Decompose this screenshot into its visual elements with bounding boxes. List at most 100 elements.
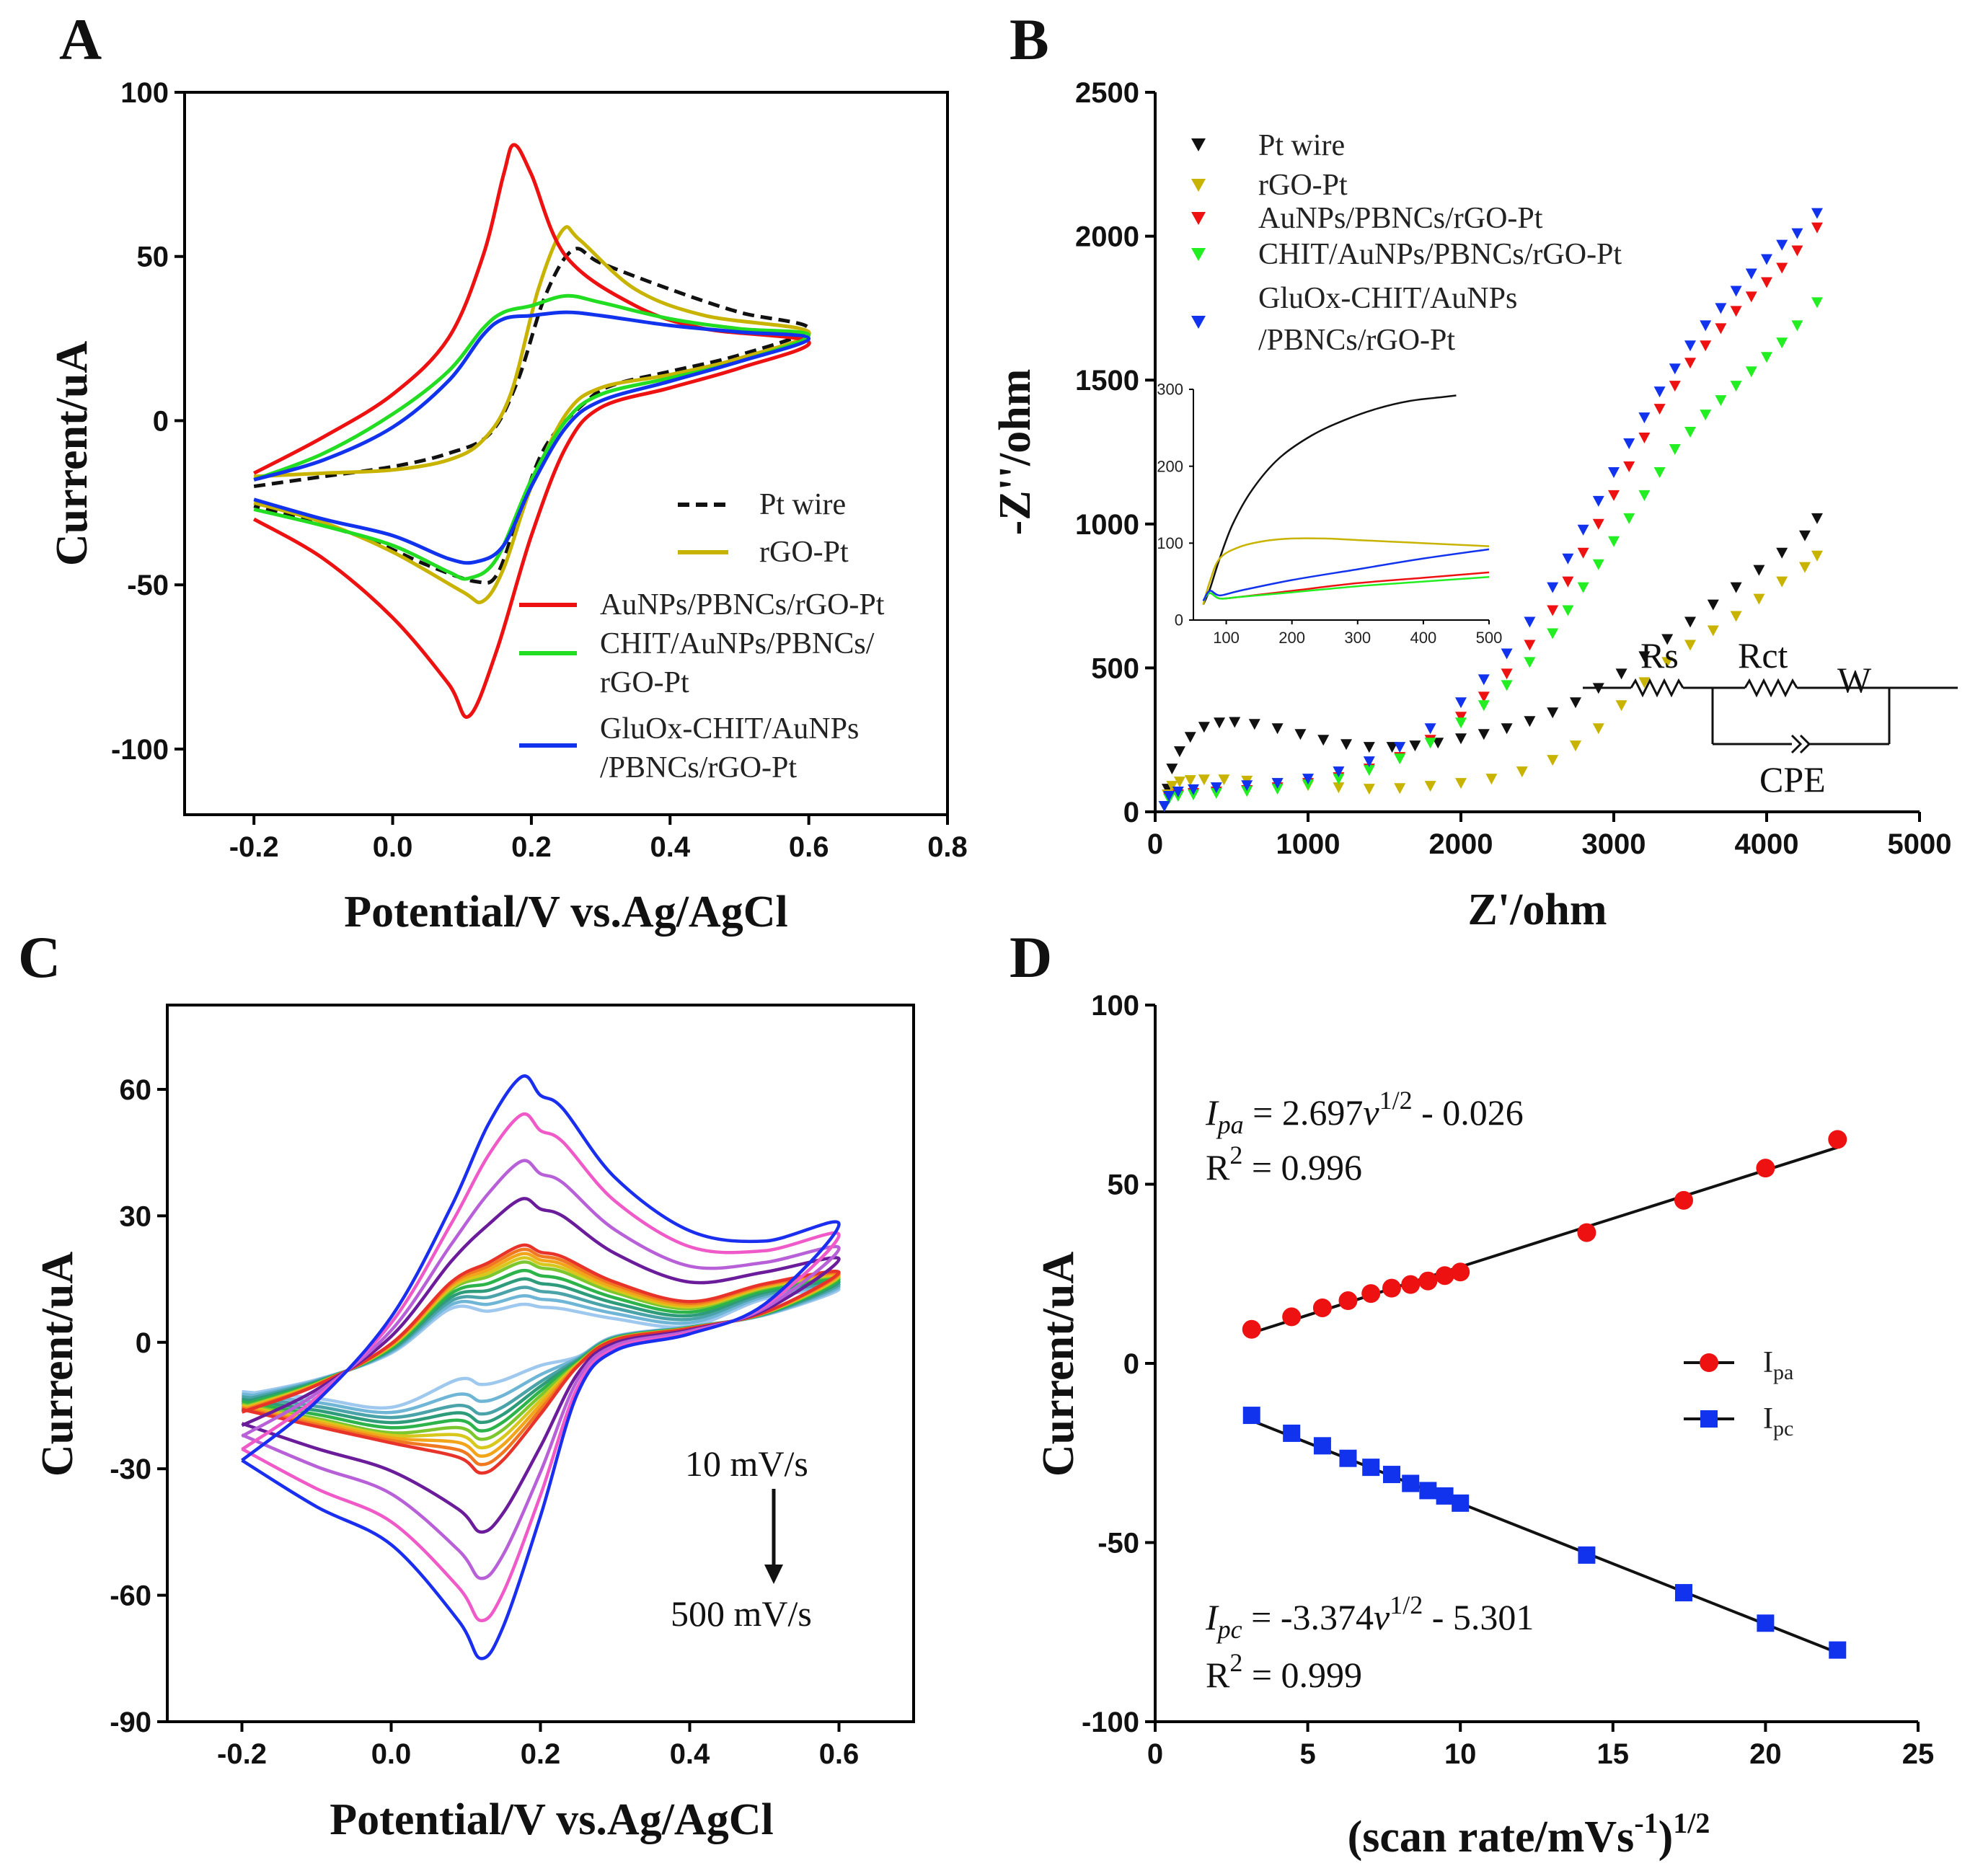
nyquist-point-pt-wire [1478, 729, 1490, 740]
nyquist-point-gluox-chit-aunps-pbncs-rgo-pt [1562, 553, 1574, 565]
inset-curve-chit-aunps-pbncs-rgo-pt [1202, 576, 1490, 602]
nyquist-point-gluox-chit-aunps-pbncs-rgo-pt [1684, 340, 1696, 352]
nyquist-point-pt-wire [1524, 716, 1536, 727]
data-point-ipc [1283, 1424, 1301, 1442]
panel-c-series [241, 1074, 841, 1660]
panel-c-yticks: -90 -60 -30 0 30 60 [110, 1074, 167, 1738]
nyquist-point-pt-wire [1570, 697, 1581, 709]
nyquist-point-chit-aunps-pbncs-rgo-pt [1653, 466, 1666, 478]
cv-curve-400-mv-s [241, 1112, 841, 1622]
nyquist-point-chit-aunps-pbncs-rgo-pt [1745, 366, 1757, 378]
data-point-ipc [1402, 1474, 1420, 1492]
panel-b-xlabel: Z'/ohm [1468, 885, 1607, 934]
data-point-ipa [1338, 1291, 1358, 1311]
nyquist-point-rgo-pt [1776, 576, 1788, 588]
nyquist-point-pt-wire [1173, 746, 1185, 758]
nyquist-point-aunps-pbncs-rgo-pt [1761, 277, 1772, 288]
legend-label-chit-2: rGO-Pt [600, 666, 689, 699]
nyquist-point-gluox-chit-aunps-pbncs-rgo-pt [1163, 791, 1175, 802]
nyquist-point-chit-aunps-pbncs-rgo-pt [1608, 536, 1620, 547]
nyquist-point-chit-aunps-pbncs-rgo-pt [1638, 490, 1651, 501]
data-point-ipa [1451, 1262, 1470, 1282]
y-tick-label: 0 [136, 1327, 151, 1359]
rct-resistor [1744, 678, 1798, 698]
y-tick-label: 100 [1157, 534, 1183, 552]
y-tick-label: -100 [1082, 1707, 1139, 1738]
nyquist-point-gluox-chit-aunps-pbncs-rgo-pt [1547, 582, 1559, 593]
x-tick-label: 0.6 [789, 831, 829, 863]
nyquist-point-rgo-pt [1516, 766, 1528, 778]
x-tick-label: -0.2 [229, 831, 279, 863]
nyquist-point-rgo-pt [1730, 611, 1742, 622]
panel-d-series [1242, 1130, 1847, 1659]
nyquist-point-rgo-pt [1166, 781, 1178, 792]
scan-rate-start: 10 mV/s [685, 1443, 808, 1484]
nyquist-point-gluox-chit-aunps-pbncs-rgo-pt [1638, 412, 1651, 424]
data-point-ipa [1382, 1278, 1401, 1298]
x-tick-label: 0.4 [650, 831, 690, 863]
data-point-ipc [1313, 1437, 1331, 1455]
y-tick-label: 60 [120, 1074, 152, 1106]
nyquist-point-rgo-pt [1799, 562, 1811, 573]
nyquist-point-gluox-chit-aunps-pbncs-rgo-pt [1424, 723, 1436, 735]
nyquist-point-pt-wire [1386, 742, 1398, 753]
nyquist-point-pt-wire [1294, 729, 1307, 740]
y-tick-label: 100 [1091, 990, 1139, 1022]
nyquist-point-aunps-pbncs-rgo-pt [1478, 691, 1490, 703]
y-tick-label: 0 [1123, 1348, 1139, 1380]
legend-marker-chit [1191, 248, 1206, 261]
legend-marker-pt-wire [1191, 138, 1206, 151]
panel-d: D 0 5 10 15 20 25 -100 -50 0 50 100 (scan rate/mV… [1010, 924, 1934, 1862]
panel-a-yticks: -100 -50 0 50 100 [111, 77, 185, 766]
nyquist-point-rgo-pt [1363, 784, 1375, 795]
nyquist-point-rgo-pt [1638, 677, 1651, 689]
nyquist-point-gluox-chit-aunps-pbncs-rgo-pt [1592, 495, 1604, 507]
panel-d-legend: Ipa Ipc [1684, 1346, 1793, 1441]
nyquist-point-rgo-pt [1753, 593, 1765, 605]
nyquist-point-gluox-chit-aunps-pbncs-rgo-pt [1172, 787, 1184, 798]
nyquist-point-gluox-chit-aunps-pbncs-rgo-pt [1577, 524, 1589, 536]
nyquist-point-gluox-chit-aunps-pbncs-rgo-pt [1363, 756, 1375, 768]
cv-curve-rgo-pt [253, 225, 811, 605]
x-tick-label: 4000 [1735, 828, 1799, 860]
panel-c-xlabel: Potential/V vs.Ag/AgCl [330, 1795, 773, 1844]
panel-a-xlabel: Potential/V vs.Ag/AgCl [344, 888, 787, 937]
data-point-ipa [1674, 1190, 1693, 1210]
y-tick-label: 0 [1175, 611, 1183, 629]
equation-ipc: Ipc = -3.374v1/2 - 5.301 [1205, 1590, 1534, 1644]
x-tick-label: 0.6 [819, 1738, 860, 1770]
nyquist-point-pt-wire [1214, 717, 1226, 729]
x-tick-label: 1000 [1276, 828, 1340, 860]
x-tick-label: 0 [1147, 828, 1163, 860]
panel-a-ylabel: Current/uA [48, 341, 97, 567]
data-point-ipc [1362, 1459, 1380, 1477]
panel-b-label: B [1010, 6, 1049, 72]
nyquist-point-gluox-chit-aunps-pbncs-rgo-pt [1394, 742, 1406, 753]
data-point-ipa [1242, 1319, 1261, 1339]
nyquist-point-pt-wire [1198, 722, 1210, 733]
nyquist-point-gluox-chit-aunps-pbncs-rgo-pt [1158, 801, 1170, 813]
nyquist-point-chit-aunps-pbncs-rgo-pt [1501, 680, 1513, 691]
nyquist-point-aunps-pbncs-rgo-pt [1623, 461, 1635, 472]
data-point-ipc [1436, 1487, 1454, 1505]
cv-curve-gluox-chit-aunps-pbncs-rgo-pt [253, 310, 811, 565]
nyquist-point-chit-aunps-pbncs-rgo-pt [1776, 337, 1788, 349]
nyquist-point-aunps-pbncs-rgo-pt [1638, 433, 1651, 444]
r2-ipa: R2 = 0.996 [1206, 1141, 1362, 1187]
panel-b-inset: 100 200 300 400 500 0 100 200 300 [1157, 381, 1502, 647]
nyquist-point-aunps-pbncs-rgo-pt [1791, 245, 1803, 257]
data-point-ipc [1242, 1407, 1260, 1425]
nyquist-point-aunps-pbncs-rgo-pt [1455, 712, 1467, 723]
rs-resistor [1630, 678, 1684, 698]
nyquist-point-aunps-pbncs-rgo-pt [1811, 222, 1823, 234]
legend-label-gluox-1: GluOx-CHIT/AuNPs [1258, 282, 1517, 315]
nyquist-point-rgo-pt [1661, 657, 1674, 668]
data-point-ipa [1282, 1307, 1302, 1327]
cv-curve-30-mv-s [241, 1282, 841, 1420]
nyquist-point-chit-aunps-pbncs-rgo-pt [1478, 700, 1490, 712]
legend-label-ipa: Ipa [1763, 1346, 1793, 1384]
nyquist-point-aunps-pbncs-rgo-pt [1715, 323, 1727, 335]
data-point-ipc [1674, 1584, 1692, 1602]
legend-label-chit: CHIT/AuNPs/PBNCs/rGO-Pt [1258, 238, 1622, 271]
equivalent-circuit [1583, 678, 1958, 754]
